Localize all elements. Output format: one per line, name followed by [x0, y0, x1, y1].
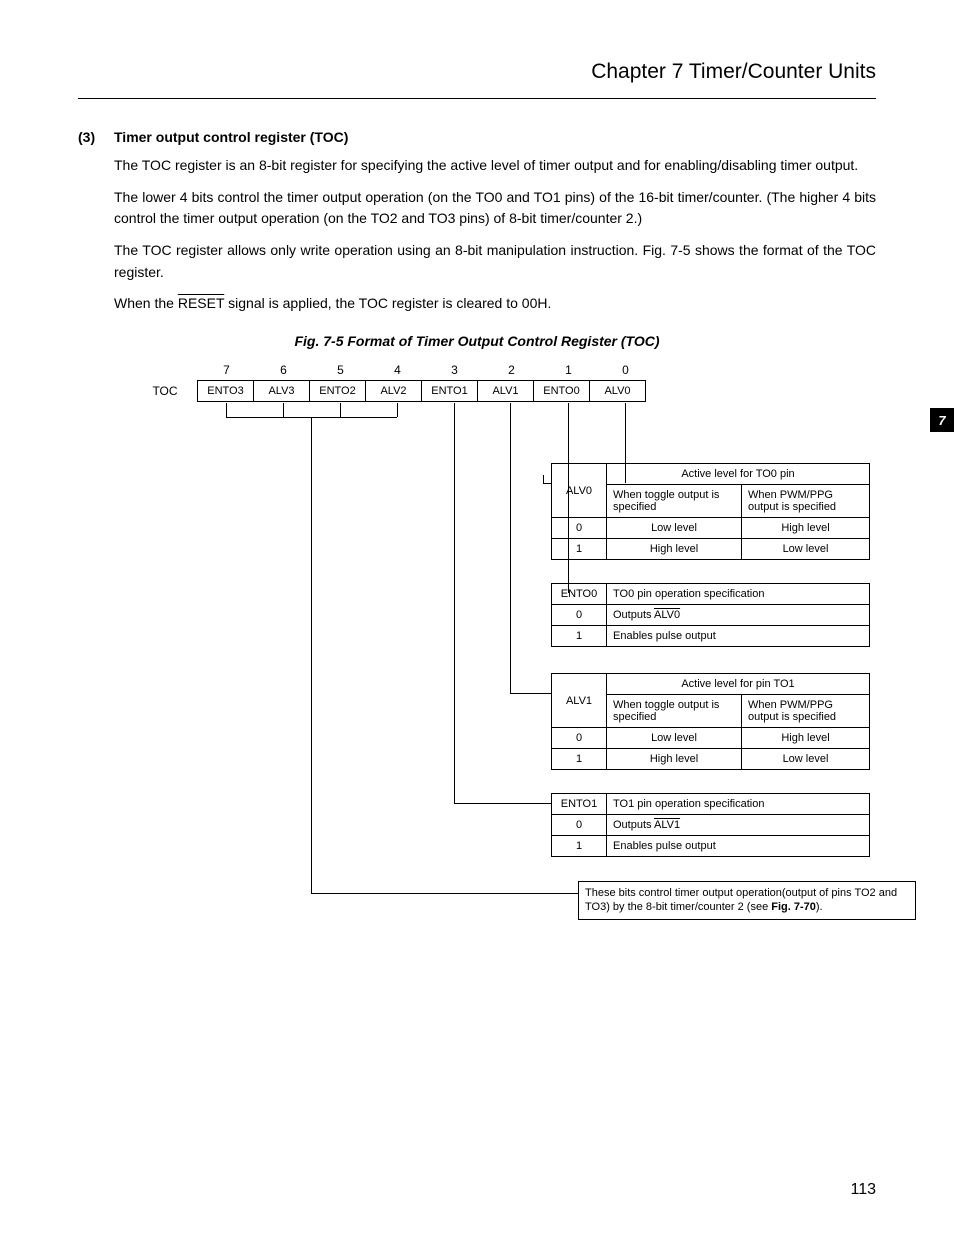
table-head: TO1 pin operation specification: [607, 794, 870, 815]
table-row: 0 Outputs ALV0: [552, 605, 870, 626]
text-overline: ALV0: [654, 609, 680, 621]
register-label: TOC: [138, 384, 198, 398]
table-row: 1 Enables pulse output: [552, 836, 870, 857]
table-subhead: When PWM/PPG output is specified: [742, 695, 870, 728]
text-span: ).: [816, 901, 823, 913]
paragraph: The TOC register allows only write opera…: [114, 240, 876, 283]
text-span: signal is applied, the TOC register is c…: [224, 295, 551, 311]
bit-cell: ALV1: [477, 380, 534, 402]
table-head: ALV1: [552, 674, 607, 728]
bit-number: 5: [312, 363, 369, 377]
connector-line: [543, 483, 551, 484]
figure-reference: Fig. 7-70: [771, 901, 816, 913]
connector-line: [311, 417, 312, 893]
bit-number: 1: [540, 363, 597, 377]
table-cell: Low level: [607, 728, 742, 749]
table-cell: 0: [552, 605, 607, 626]
table-row: 0 Low level High level: [552, 518, 870, 539]
upper-bits-note: These bits control timer output operatio…: [578, 881, 916, 920]
table-head: ENTO1: [552, 794, 607, 815]
table-cell: High level: [607, 749, 742, 770]
table-subhead: When toggle output is specified: [607, 485, 742, 518]
paragraph: The lower 4 bits control the timer outpu…: [114, 187, 876, 230]
alv0-table: ALV0 Active level for TO0 pin When toggl…: [551, 463, 870, 560]
table-cell: Outputs ALV1: [607, 815, 870, 836]
table-cell: 1: [552, 539, 607, 560]
connector-line: [454, 403, 455, 803]
figure-caption: Fig. 7-5 Format of Timer Output Control …: [78, 333, 876, 349]
connector-line: [543, 475, 544, 483]
table-row: 1 High level Low level: [552, 749, 870, 770]
bit-number: 3: [426, 363, 483, 377]
bit-cell: ENTO0: [533, 380, 590, 402]
table-subhead: When PWM/PPG output is specified: [742, 485, 870, 518]
section-number: (3): [78, 129, 102, 145]
table-cell: 1: [552, 626, 607, 647]
connector-line: [283, 403, 284, 417]
bit-number: 2: [483, 363, 540, 377]
bit-cell: ALV0: [589, 380, 646, 402]
chapter-title: Chapter 7 Timer/Counter Units: [78, 60, 876, 84]
table-cell: Low level: [607, 518, 742, 539]
chapter-tab: 7: [930, 408, 954, 432]
connector-line: [510, 693, 551, 694]
bit-cell: ENTO3: [197, 380, 254, 402]
bit-number: 4: [369, 363, 426, 377]
connector-line: [397, 403, 398, 417]
table-cell: 1: [552, 836, 607, 857]
bit-number: 7: [198, 363, 255, 377]
header-rule: [78, 98, 876, 99]
text-span: Outputs: [613, 819, 654, 831]
ento0-table: ENTO0 TO0 pin operation specification 0 …: [551, 583, 870, 647]
paragraph: The TOC register is an 8-bit register fo…: [114, 155, 876, 177]
reset-signal: RESET: [178, 295, 224, 311]
register-row: TOC ENTO3 ALV3 ENTO2 ALV2 ENTO1 ALV1 ENT…: [138, 380, 928, 402]
table-cell: Enables pulse output: [607, 836, 870, 857]
table-head: Active level for pin TO1: [607, 674, 870, 695]
bit-cell: ENTO1: [421, 380, 478, 402]
register-diagram: 7 6 5 4 3 2 1 0 TOC ENTO3 ALV3 ENTO2 ALV…: [138, 363, 928, 933]
text-overline: ALV1: [654, 819, 680, 831]
text-span: These bits control timer output operatio…: [585, 887, 897, 913]
table-head: Active level for TO0 pin: [607, 464, 870, 485]
table-cell: Outputs ALV0: [607, 605, 870, 626]
table-cell: 1: [552, 749, 607, 770]
connector-line: [311, 893, 578, 894]
paragraph: When the RESET signal is applied, the TO…: [114, 293, 876, 315]
table-cell: 0: [552, 728, 607, 749]
bit-cell: ENTO2: [309, 380, 366, 402]
text-span: When the: [114, 295, 178, 311]
connector-line: [510, 403, 511, 693]
table-cell: High level: [742, 728, 870, 749]
bit-number: 6: [255, 363, 312, 377]
table-head: ENTO0: [552, 584, 607, 605]
connector-line: [340, 403, 341, 417]
table-cell: Low level: [742, 539, 870, 560]
table-cell: High level: [607, 539, 742, 560]
ento1-table: ENTO1 TO1 pin operation specification 0 …: [551, 793, 870, 857]
bit-cell: ALV3: [253, 380, 310, 402]
table-cell: 0: [552, 815, 607, 836]
table-head: ALV0: [552, 464, 607, 518]
table-row: 0 Outputs ALV1: [552, 815, 870, 836]
section-title: Timer output control register (TOC): [114, 129, 348, 145]
table-cell: Low level: [742, 749, 870, 770]
table-cell: High level: [742, 518, 870, 539]
bit-number-row: 7 6 5 4 3 2 1 0: [198, 363, 928, 377]
connector-line: [226, 403, 227, 417]
bit-cell: ALV2: [365, 380, 422, 402]
connector-line: [454, 803, 551, 804]
table-row: 1 Enables pulse output: [552, 626, 870, 647]
bit-number: 0: [597, 363, 654, 377]
text-span: Outputs: [613, 609, 654, 621]
table-row: 1 High level Low level: [552, 539, 870, 560]
table-cell: Enables pulse output: [607, 626, 870, 647]
table-cell: 0: [552, 518, 607, 539]
table-subhead: When toggle output is specified: [607, 695, 742, 728]
table-head: TO0 pin operation specification: [607, 584, 870, 605]
page-number: 113: [850, 1181, 876, 1199]
alv1-table: ALV1 Active level for pin TO1 When toggl…: [551, 673, 870, 770]
table-row: 0 Low level High level: [552, 728, 870, 749]
